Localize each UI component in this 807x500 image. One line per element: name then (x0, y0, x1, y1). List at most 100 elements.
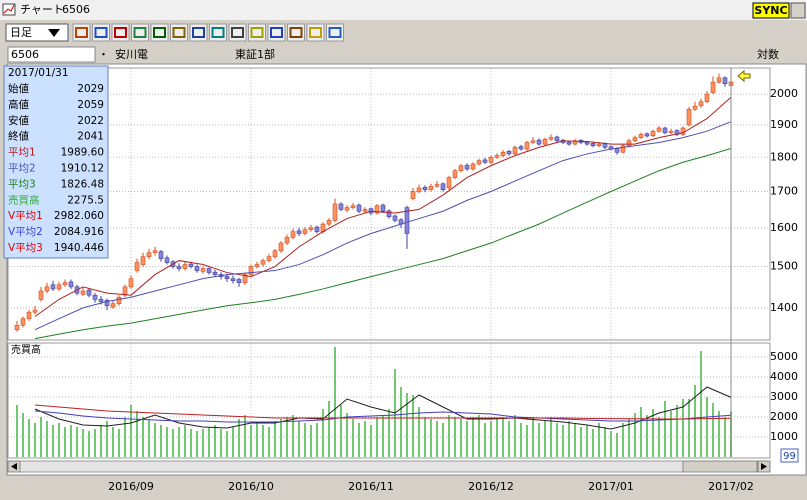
window-title: チャート (20, 3, 64, 16)
info-value: 2022 (77, 115, 104, 127)
toolbar-icon-glyph (211, 27, 225, 38)
period-select[interactable] (5, 23, 69, 42)
candle-body (440, 183, 446, 191)
candle-body (164, 257, 170, 263)
candle-body (542, 138, 548, 145)
candle-body (710, 81, 716, 93)
candle-body (422, 187, 428, 191)
candle-body (110, 303, 116, 308)
candle-body (128, 278, 134, 288)
info-value: 2275.5 (67, 194, 104, 206)
candle-body (590, 143, 596, 147)
candle-body (98, 299, 104, 302)
candle-body (20, 318, 26, 326)
y-tick-label: 2000 (770, 410, 798, 423)
x-tick-label: 2016/11 (348, 480, 394, 493)
candle-body (176, 266, 182, 269)
candle-body (704, 93, 710, 102)
candle-body (482, 159, 488, 163)
candle-body (140, 256, 146, 265)
candle-body (62, 282, 68, 286)
code-box[interactable] (7, 46, 96, 63)
toolbar-icon-glyph (309, 27, 322, 38)
candle-body (32, 309, 38, 313)
candle-body (584, 141, 590, 145)
candle-body (446, 177, 452, 189)
sync-button[interactable] (752, 2, 790, 19)
candle-body (122, 286, 128, 296)
candle-body (506, 150, 512, 155)
candle-body (374, 205, 380, 214)
candle-body (260, 260, 266, 265)
candle-body (26, 311, 32, 320)
candle-body (230, 278, 236, 281)
candle-body (206, 268, 212, 273)
candle-body (284, 236, 290, 244)
info-label: 平均3 (8, 178, 36, 190)
header-separator: ・ (98, 48, 109, 61)
candle-body (86, 289, 92, 296)
info-label: V平均1 (8, 210, 43, 222)
toolbar-icon-glyph (133, 27, 147, 38)
scroll-right-arrow (761, 463, 767, 470)
x-tick-label: 2016/12 (468, 480, 514, 493)
candle-body (554, 136, 560, 142)
info-value: 1940.446 (54, 242, 104, 254)
info-value: 2029 (77, 83, 104, 95)
candle-body (512, 147, 518, 155)
info-label: 高値 (8, 98, 29, 111)
candle-body (644, 133, 650, 137)
window-code: 6506 (62, 3, 90, 16)
candle-body (50, 284, 56, 290)
y-tick-label: 1800 (770, 150, 798, 163)
candle-body (566, 141, 572, 145)
candle-body (272, 250, 278, 257)
close-button[interactable] (790, 2, 806, 19)
candle-body (344, 207, 350, 211)
volume-title: 売買高 (11, 343, 41, 356)
candle-body (518, 146, 524, 150)
candle-body (620, 145, 626, 153)
candle-body (428, 185, 434, 191)
candle-body (686, 108, 692, 126)
candle-body (656, 127, 662, 132)
candle-body (134, 262, 140, 271)
candle-body (152, 250, 158, 254)
candle-body (350, 205, 356, 208)
scroll-thumb[interactable] (682, 460, 758, 473)
toolbar-icon-glyph (250, 27, 264, 38)
toolbar-icon-glyph (192, 27, 205, 38)
candle-body (116, 296, 122, 304)
candle-body (188, 263, 194, 267)
candle-body (626, 140, 632, 147)
candle-body (44, 286, 50, 292)
volume-ma-line (34, 410, 732, 423)
ma-line (34, 96, 732, 317)
candle-body (692, 105, 698, 110)
header-market: 東証1部 (235, 47, 275, 61)
candle-body (698, 101, 704, 106)
y-tick-label: 2000 (770, 87, 798, 100)
info-value: 1910.12 (61, 163, 104, 175)
info-value: 1826.48 (61, 178, 104, 190)
candle-body (722, 77, 728, 84)
candle-body (650, 130, 656, 136)
info-value: 2084.916 (54, 226, 104, 238)
candle-body (452, 170, 458, 178)
scroll-left-arrow (11, 463, 17, 470)
candle-body (416, 187, 422, 192)
candle-body (356, 204, 362, 212)
scrollbar[interactable] (7, 460, 771, 473)
plot: 1400 1500 1600 1700 1800 1900 2000 1000 2000 3000… (8, 68, 798, 493)
candle-body (476, 160, 482, 165)
candle-body (14, 324, 20, 330)
info-label: 始値 (8, 82, 29, 95)
candle-body (326, 220, 332, 225)
candle-body (296, 230, 302, 234)
candle-body (224, 275, 230, 279)
candle-body (470, 163, 476, 170)
toolbar-icon-glyph (153, 27, 166, 38)
candle-body (302, 229, 308, 234)
